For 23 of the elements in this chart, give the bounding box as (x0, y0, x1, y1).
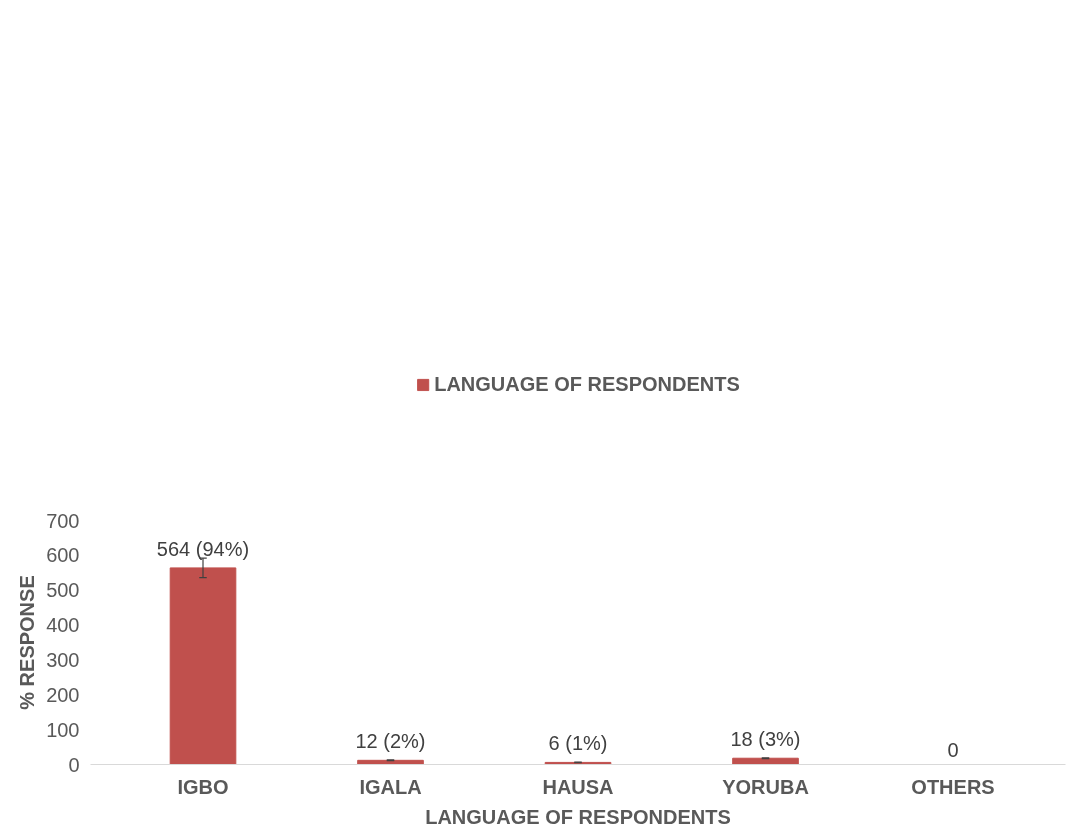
y-tick-label: 600 (46, 544, 80, 567)
bar (732, 757, 799, 765)
bar (169, 567, 237, 765)
y-tick-label: 400 (46, 614, 80, 637)
x-tick-label: IGBO (177, 775, 229, 798)
y-tick-label: 700 (46, 509, 80, 532)
x-tick-label: YORUBA (722, 775, 809, 798)
y-tick-label: 300 (46, 648, 80, 671)
x-tick-label: OTHERS (911, 775, 995, 798)
y-tick-label: 500 (46, 579, 80, 602)
data-label: 0 (947, 738, 959, 761)
y-tick-label: 100 (46, 718, 80, 741)
y-tick-label: 200 (46, 683, 80, 706)
data-label: 6 (1%) (548, 732, 608, 755)
data-label: 12 (2%) (355, 730, 426, 753)
x-tick-label: HAUSA (542, 775, 614, 798)
y-axis-title: % RESPONSE (16, 575, 39, 710)
legend-label: LANGUAGE OF RESPONDENTS (434, 372, 740, 396)
x-axis-title: LANGUAGE OF RESPONDENTS (425, 805, 731, 828)
data-label: 18 (3%) (730, 728, 801, 751)
data-label: 564 (94%) (156, 537, 250, 560)
x-tick-label: IGALA (359, 775, 422, 798)
y-tick-label: 0 (68, 753, 80, 776)
